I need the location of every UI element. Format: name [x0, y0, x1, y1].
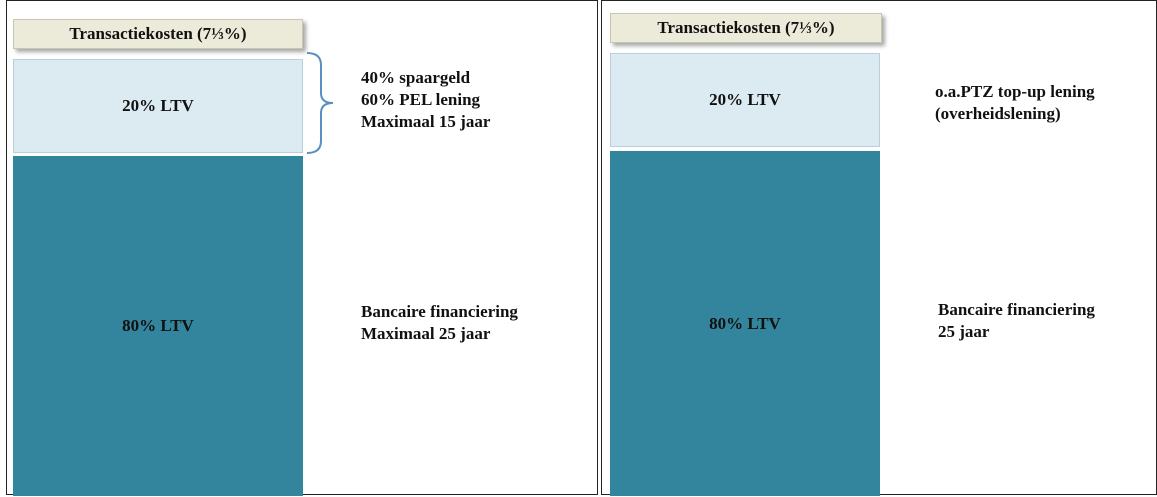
note-line: 60% PEL lening — [361, 90, 481, 109]
note-line: Bancaire financiering — [938, 300, 1095, 319]
note-line: (overheidslening) — [935, 104, 1061, 123]
title-box: Transactiekosten (7⅓%) — [13, 19, 303, 49]
note-line: Maximaal 15 jaar — [361, 112, 491, 131]
note-line: Maximaal 25 jaar — [361, 324, 491, 343]
bottom-note: Bancaire financiering 25 jaar — [938, 299, 1095, 343]
title-box: Transactiekosten (7⅓%) — [610, 13, 882, 43]
segment-top: 20% LTV — [610, 53, 880, 147]
segment-bottom: 80% LTV — [13, 156, 303, 496]
segment-top: 20% LTV — [13, 59, 303, 153]
right-panel: Transactiekosten (7⅓%) 20% LTV 80% LTV o… — [601, 0, 1157, 496]
note-line: 40% spaargeld — [361, 68, 471, 87]
note-line: Bancaire financiering — [361, 302, 518, 321]
segment-bottom: 80% LTV — [610, 151, 880, 496]
bottom-note: Bancaire financiering Maximaal 25 jaar — [361, 301, 518, 345]
brace — [306, 52, 334, 154]
note-line: 25 jaar — [938, 322, 990, 341]
left-panel: Transactiekosten (7⅓%) 20% LTV 80% LTV 4… — [6, 0, 598, 496]
top-note: o.a.PTZ top-up lening (overheidslening) — [935, 81, 1095, 125]
top-note: 40% spaargeld 60% PEL lening Maximaal 15… — [361, 67, 490, 133]
note-line: o.a.PTZ top-up lening — [935, 82, 1095, 101]
